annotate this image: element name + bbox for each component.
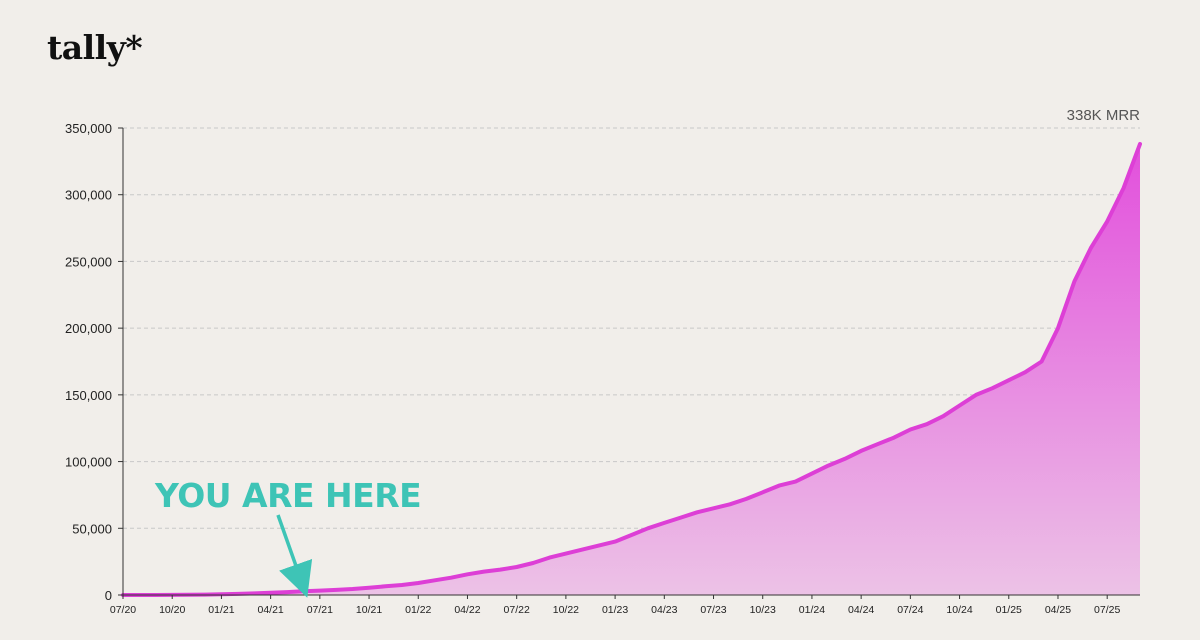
data-point	[482, 570, 486, 574]
data-point	[925, 422, 929, 426]
data-point	[1072, 279, 1076, 283]
x-tick-label: 04/21	[257, 604, 283, 616]
data-point	[498, 568, 502, 572]
data-point	[1122, 186, 1126, 190]
data-point	[613, 540, 617, 544]
data-point	[990, 386, 995, 390]
data-point	[1105, 219, 1109, 223]
data-point	[580, 548, 584, 552]
x-tick-label: 04/23	[651, 604, 677, 616]
x-tick-label: 10/22	[553, 604, 579, 616]
x-tick-label: 07/25	[1094, 604, 1120, 616]
data-point	[777, 484, 781, 488]
y-tick-label: 50,000	[72, 521, 112, 536]
x-tick-label: 10/20	[159, 604, 185, 616]
x-tick-label: 01/22	[405, 604, 431, 616]
data-point	[1023, 370, 1027, 374]
data-point	[531, 561, 535, 565]
x-tick-label: 10/21	[356, 604, 382, 616]
you-are-here-arrow	[276, 514, 313, 598]
x-tick-label: 04/25	[1045, 604, 1071, 616]
data-point	[433, 578, 437, 582]
y-tick-label: 200,000	[65, 321, 112, 336]
data-point	[416, 581, 420, 585]
data-point	[383, 584, 388, 588]
x-tick-label: 04/24	[848, 604, 874, 616]
x-tick-label: 01/25	[996, 604, 1022, 616]
data-point	[761, 490, 765, 494]
data-point	[285, 590, 289, 594]
data-point	[564, 552, 568, 556]
data-point	[859, 449, 863, 453]
y-tick-label: 250,000	[65, 254, 112, 269]
x-tick-label: 01/21	[208, 604, 234, 616]
x-tick-label: 01/23	[602, 604, 628, 616]
data-point	[400, 583, 404, 587]
x-tick-label: 10/23	[750, 604, 776, 616]
data-point	[465, 572, 470, 576]
x-tick-label: 07/23	[700, 604, 726, 616]
data-point	[449, 576, 453, 580]
data-point	[269, 591, 273, 595]
x-tick-label: 07/22	[504, 604, 530, 616]
total-mrr-label: 338K MRR	[1067, 107, 1141, 124]
data-point	[301, 589, 305, 593]
data-point	[892, 436, 896, 440]
area-fill	[123, 144, 1140, 595]
data-point	[351, 587, 355, 591]
y-tick-label: 300,000	[65, 188, 112, 203]
y-tick-label: 0	[105, 588, 112, 603]
x-tick-label: 04/22	[454, 604, 480, 616]
data-point	[334, 588, 338, 592]
data-point	[629, 533, 634, 537]
x-tick-label: 10/24	[946, 604, 972, 616]
data-point	[252, 591, 256, 596]
area-series	[121, 142, 1142, 597]
data-point	[793, 480, 798, 484]
data-point	[662, 521, 666, 525]
data-point	[515, 565, 519, 569]
y-tick-label: 100,000	[65, 455, 112, 470]
data-point	[597, 544, 601, 548]
data-point	[318, 589, 322, 593]
x-tick-label: 07/20	[110, 604, 136, 616]
x-tick-label: 01/24	[799, 604, 825, 616]
data-point	[908, 427, 913, 432]
data-point	[367, 586, 371, 590]
data-point	[843, 457, 847, 461]
y-tick-label: 150,000	[65, 388, 112, 403]
data-point	[1040, 359, 1044, 364]
data-point	[744, 497, 748, 501]
data-point	[1089, 246, 1093, 250]
data-point	[1138, 142, 1142, 146]
data-point	[826, 464, 830, 468]
data-point	[679, 516, 683, 520]
data-point	[1007, 378, 1011, 382]
tally-logo: tally*	[47, 28, 143, 67]
y-tick-label: 350,000	[65, 121, 112, 136]
x-tick-label: 07/21	[307, 604, 333, 616]
you-are-here-label: YOU ARE HERE	[154, 476, 421, 515]
data-point	[941, 414, 945, 418]
data-point	[1056, 326, 1060, 330]
data-point	[728, 502, 732, 506]
data-point	[646, 526, 650, 530]
data-point	[958, 403, 962, 408]
data-point	[711, 506, 716, 510]
x-tick-label: 07/24	[897, 604, 923, 616]
data-point	[974, 393, 978, 397]
data-point	[810, 472, 814, 476]
data-point	[875, 442, 880, 446]
data-point	[695, 510, 699, 514]
annotations: 338K MRR YOU ARE HERE	[154, 107, 1141, 598]
data-point	[547, 556, 552, 560]
